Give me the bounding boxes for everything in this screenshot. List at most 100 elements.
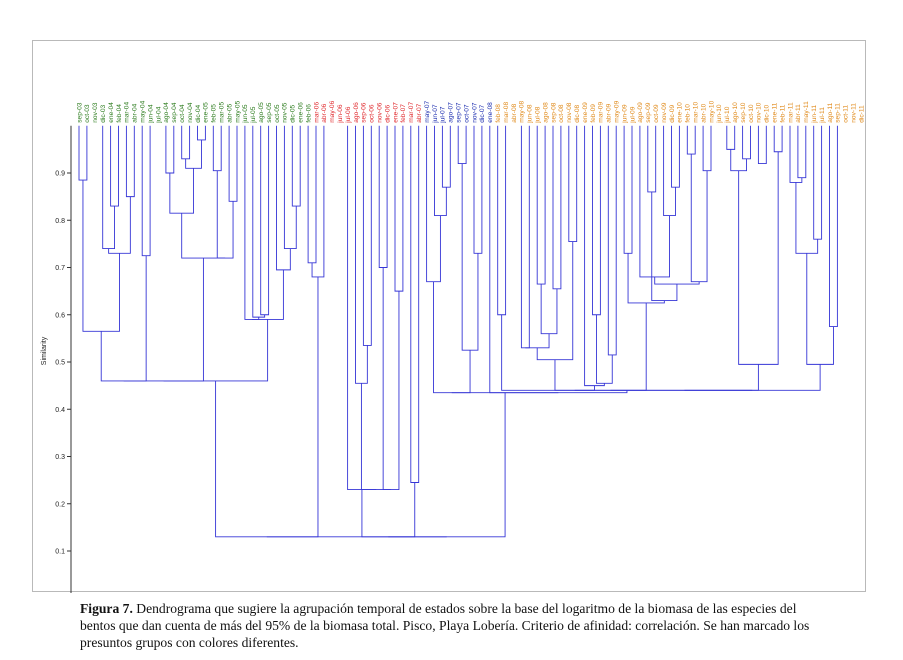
dendrogram-branch [574,302,647,391]
leaf-label: nov-07 [471,102,478,122]
leaf-label: ago-10 [732,102,739,123]
caption-text: Dendrograma que sugiere la agrupación te… [80,601,810,650]
leaf-label: ene-04 [108,102,115,123]
dendrogram-branch [789,125,803,183]
leaf-label: dic-11 [858,105,865,123]
leaf-label: ene-05 [203,102,210,123]
leaf-label: jun-10 [716,104,723,124]
leaf-label: may-07 [424,100,431,122]
dendrogram-branch [795,182,819,254]
dendrogram-branch [181,125,191,160]
leaf-label: jul-11 [819,107,826,124]
dendrogram-branch [684,364,821,391]
dendrogram-branch [552,125,562,290]
leaf-label: may-05 [234,100,241,122]
y-axis-label: Similarity [41,336,48,365]
dendrogram-branch [216,170,234,259]
dendrogram-branch [410,125,420,483]
dendrogram-branches [78,125,838,538]
leaf-label: ene-06 [298,102,305,123]
dendrogram-branch [108,196,131,254]
dendrogram-branch [584,125,605,387]
y-tick-label: 0.2 [55,501,65,508]
leaf-label: nov-06 [377,102,384,122]
leaf-label: may-06 [329,100,336,122]
leaf-label: feb-04 [116,104,123,123]
leaf-label: ago-04 [163,102,170,123]
caption-label: Figura 7. [80,601,133,616]
y-tick-label: 0.7 [55,265,65,272]
leaf-label: feb-05 [211,104,218,123]
dendrogram-branch [78,125,88,181]
dendrogram-branch [536,241,574,361]
dendrogram-branch [260,125,270,316]
leaf-label: ago-09 [637,102,644,123]
leaf-label: nov-10 [756,102,763,122]
leaf-label: sep-06 [361,102,368,122]
dendrogram-branch [489,125,628,394]
leaf-label: jul-08 [535,106,542,123]
leaf-label: jul-09 [629,106,636,123]
dendrogram-branch [806,253,834,365]
leaf-label: mar-05 [219,102,226,123]
leaf-label: sep-08 [550,102,557,122]
leaf-label: oct-05 [274,104,281,123]
leaf-label: sep-10 [740,102,747,122]
y-tick-label: 0.6 [55,312,65,319]
leaf-label: dic-10 [764,104,771,122]
leaf-label: feb-11 [779,104,786,123]
dendrogram-branch [457,125,467,164]
leaf-label: dic-03 [100,104,107,122]
dendrogram-branch [773,125,783,153]
leaf-label: feb-08 [495,104,502,123]
leaf-label: nov-08 [566,102,573,122]
dendrogram-branch [525,333,550,349]
dendrogram-chart: 0.1 0.2 0.3 0.4 0.5 0.6 0.7 0.8 0.9 sep-03 oct-03… [41,100,865,593]
dendrogram-branch [647,125,657,193]
leaf-label: mar-08 [503,102,510,123]
dendrogram-branch [726,125,736,150]
leaf-label: sep-03 [76,102,83,122]
dendrogram-branch [639,125,670,278]
leaf-label: jul-07 [440,106,447,123]
dendrogram-branch [394,125,404,292]
dendrogram-branch [473,125,483,254]
leaf-label: oct-03 [84,104,91,123]
leaf-label: abr-06 [321,103,328,122]
leaf-label: ago-08 [542,102,549,123]
dendrogram-branch [730,149,747,172]
leaf-label: jun-04 [147,104,154,124]
dendrogram-branch [426,125,441,283]
dendrogram-branch [757,125,767,164]
leaf-label: feb-06 [305,104,312,123]
leaf-label: sep-11 [835,103,842,123]
leaf-label: dic-09 [669,104,676,122]
leaf-label: ago-07 [448,102,455,123]
dendrogram-branch [215,276,319,538]
leaf-label: oct-11 [843,105,850,123]
leaf-label: mar-07 [408,102,415,123]
y-tick-label: 0.9 [55,171,65,178]
leaf-label: may-04 [140,100,147,122]
leaf-label: mar-09 [598,102,605,123]
dendrogram-branch [540,284,558,335]
dendrogram-branch [307,125,317,264]
leaf-label: dic-04 [195,104,202,122]
dendrogram-branch [671,125,680,188]
dendrogram-branch [690,154,708,283]
dendrogram-branch [610,364,759,391]
leaf-label: ago-06 [353,102,360,123]
dendrogram-branch [110,125,119,207]
leaf-label: jun-06 [337,104,344,124]
dendrogram-branch [654,276,700,285]
leaf-label: dic-07 [479,104,486,122]
leaf-label: nov-11 [851,103,858,123]
leaf-label: nov-05 [282,102,289,122]
y-tick-label: 0.5 [55,360,65,367]
leaf-label: abr-09 [606,103,613,122]
dendrogram-branch [441,125,451,188]
leaf-label: jun-07 [432,104,439,124]
leaf-label: ene-07 [392,102,399,123]
y-axis: 0.1 0.2 0.3 0.4 0.5 0.6 0.7 0.8 0.9 [55,125,72,593]
leaf-label: sep-04 [171,102,178,122]
